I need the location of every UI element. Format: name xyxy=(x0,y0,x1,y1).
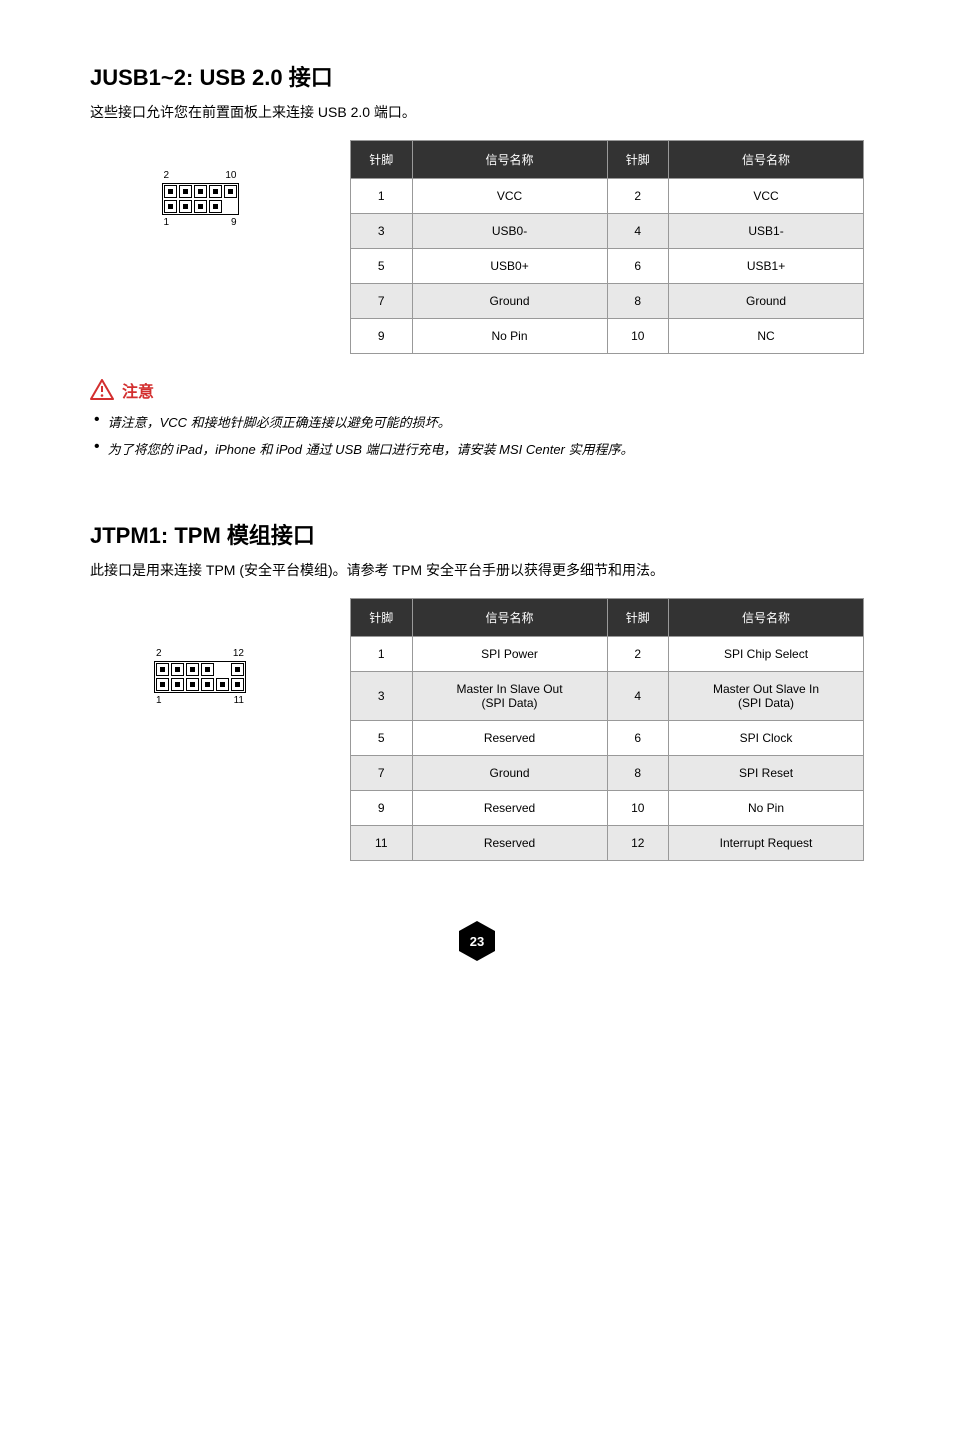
th: 信号名称 xyxy=(669,141,864,179)
table-cell: SPI Power xyxy=(412,637,607,672)
table-cell: 2 xyxy=(607,637,669,672)
th: 针脚 xyxy=(351,599,413,637)
warning-title: 注意 xyxy=(122,378,154,402)
table-cell: 6 xyxy=(607,249,669,284)
heading-jtpm: JTPM1: TPM 模组接口 xyxy=(90,518,864,550)
pin-label: 1 xyxy=(156,695,162,706)
table-cell: Master In Slave Out (SPI Data) xyxy=(412,672,607,721)
diagram-jtpm: 2 12 xyxy=(90,598,310,706)
pin-label: 11 xyxy=(234,695,244,706)
warning-header: 注意 xyxy=(90,378,864,402)
table-cell: Reserved xyxy=(412,826,607,861)
table-cell: 1 xyxy=(351,179,413,214)
table-cell: 3 xyxy=(351,672,413,721)
table-cell: VCC xyxy=(669,179,864,214)
heading-jusb: JUSB1~2: USB 2.0 接口 xyxy=(90,60,864,92)
table-cell: SPI Reset xyxy=(669,756,864,791)
table-cell: 7 xyxy=(351,756,413,791)
page-number-badge: 23 xyxy=(459,921,495,961)
warning-item: 为了将您的 iPad，iPhone 和 iPod 通过 USB 端口进行充电，请… xyxy=(94,439,864,458)
th: 信号名称 xyxy=(412,599,607,637)
content-row-jusb: 2 10 xyxy=(90,140,864,354)
pin-label: 9 xyxy=(231,217,237,228)
table-cell: USB1- xyxy=(669,214,864,249)
section-jusb: JUSB1~2: USB 2.0 接口 这些接口允许您在前置面板上来连接 USB… xyxy=(90,60,864,458)
table-cell: Ground xyxy=(412,284,607,319)
table-cell: 5 xyxy=(351,721,413,756)
th: 针脚 xyxy=(607,141,669,179)
table-cell: 12 xyxy=(607,826,669,861)
table-cell: 7 xyxy=(351,284,413,319)
table-cell: Interrupt Request xyxy=(669,826,864,861)
table-cell: Ground xyxy=(412,756,607,791)
table-cell: 1 xyxy=(351,637,413,672)
table-cell: Reserved xyxy=(412,791,607,826)
table-cell: 11 xyxy=(351,826,413,861)
table-cell: 6 xyxy=(607,721,669,756)
table-cell: VCC xyxy=(412,179,607,214)
table-cell: 10 xyxy=(607,319,669,354)
table-cell: 10 xyxy=(607,791,669,826)
diagram-jusb: 2 10 xyxy=(90,140,310,228)
table-jusb: 针脚 信号名称 针脚 信号名称 1VCC2VCC3USB0-4USB1-5USB… xyxy=(350,140,864,354)
desc-jusb: 这些接口允许您在前置面板上来连接 USB 2.0 端口。 xyxy=(90,102,864,122)
warning-icon xyxy=(90,379,114,401)
table-cell: SPI Clock xyxy=(669,721,864,756)
warning-list: 请注意，VCC 和接地针脚必须正确连接以避免可能的损坏。 为了将您的 iPad，… xyxy=(90,412,864,458)
table-cell: 9 xyxy=(351,319,413,354)
table-cell: Master Out Slave In (SPI Data) xyxy=(669,672,864,721)
table-cell: Reserved xyxy=(412,721,607,756)
th: 信号名称 xyxy=(412,141,607,179)
table-cell: 4 xyxy=(607,214,669,249)
section-jtpm: JTPM1: TPM 模组接口 此接口是用来连接 TPM (安全平台模组)。请参… xyxy=(90,518,864,861)
th: 信号名称 xyxy=(669,599,864,637)
table-jtpm: 针脚 信号名称 针脚 信号名称 1SPI Power2SPI Chip Sele… xyxy=(350,598,864,861)
pin-label: 12 xyxy=(233,648,244,659)
th: 针脚 xyxy=(607,599,669,637)
table-cell: NC xyxy=(669,319,864,354)
pin-label: 2 xyxy=(156,648,162,659)
table-cell: Ground xyxy=(669,284,864,319)
desc-jtpm: 此接口是用来连接 TPM (安全平台模组)。请参考 TPM 安全平台手册以获得更… xyxy=(90,560,864,580)
table-cell: 3 xyxy=(351,214,413,249)
table-cell: No Pin xyxy=(412,319,607,354)
table-cell: USB0- xyxy=(412,214,607,249)
table-cell: USB1+ xyxy=(669,249,864,284)
pin-label: 2 xyxy=(164,170,170,181)
table-cell: No Pin xyxy=(669,791,864,826)
content-row-jtpm: 2 12 xyxy=(90,598,864,861)
table-cell: 8 xyxy=(607,284,669,319)
table-cell: 2 xyxy=(607,179,669,214)
table-cell: 8 xyxy=(607,756,669,791)
pin-label: 1 xyxy=(164,217,170,228)
table-cell: 9 xyxy=(351,791,413,826)
th: 针脚 xyxy=(351,141,413,179)
table-cell: SPI Chip Select xyxy=(669,637,864,672)
table-cell: 4 xyxy=(607,672,669,721)
table-cell: 5 xyxy=(351,249,413,284)
pin-label: 10 xyxy=(225,170,236,181)
table-cell: USB0+ xyxy=(412,249,607,284)
warning-item: 请注意，VCC 和接地针脚必须正确连接以避免可能的损坏。 xyxy=(94,412,864,431)
